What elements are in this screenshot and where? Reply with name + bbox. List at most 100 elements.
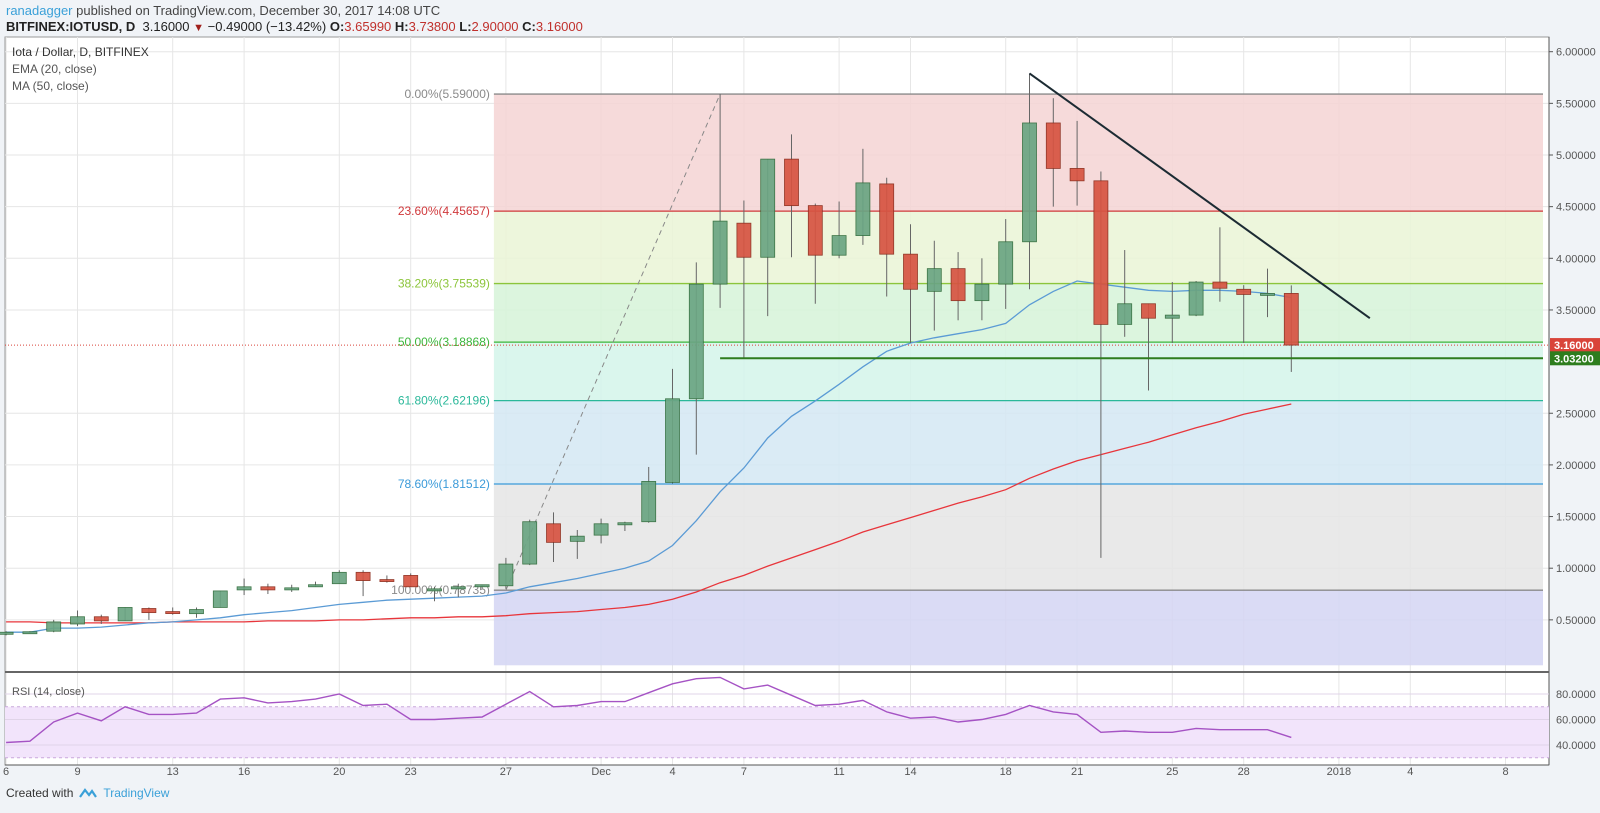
price-tick-label: 4.50000 — [1556, 202, 1596, 214]
price-tick-label: 3.50000 — [1556, 305, 1596, 317]
candle-up — [760, 158, 776, 258]
time-tick-label: 14 — [904, 766, 916, 778]
price-tick-label: 2.00000 — [1556, 460, 1596, 472]
price-label-bg — [1550, 351, 1600, 366]
ma-legend[interactable]: MA (50, close) — [12, 79, 89, 93]
rsi-legend[interactable]: RSI (14, close) — [12, 686, 85, 698]
candle-down — [950, 268, 966, 302]
time-tick-label: 9 — [74, 766, 80, 778]
price-tick-label: 5.50000 — [1556, 98, 1596, 110]
series-title: Iota / Dollar, D, BITFINEX — [12, 45, 149, 59]
candle-up — [189, 609, 204, 615]
fib-band — [493, 94, 1543, 212]
candle-up — [212, 590, 228, 608]
candle-up — [974, 283, 990, 302]
time-tick-label: 4 — [1407, 766, 1413, 778]
candle-up — [1022, 122, 1037, 243]
price-label: 3.03200 — [1554, 353, 1594, 365]
candle-up — [831, 235, 847, 256]
time-tick-label: 27 — [500, 766, 512, 778]
low-value: 2.90000 — [471, 19, 519, 34]
candle-down — [141, 608, 157, 614]
candle-up — [0, 631, 14, 635]
candle-down — [736, 222, 752, 258]
candle-down — [879, 183, 895, 255]
time-tick-label: 13 — [167, 766, 179, 778]
footer: Created with TradingView — [6, 786, 169, 800]
time-tick-label: 2018 — [1327, 766, 1351, 778]
candle-down — [784, 158, 799, 207]
candle-up — [331, 571, 347, 585]
time-tick-label: 16 — [238, 766, 250, 778]
time-tick-label: 25 — [1166, 766, 1178, 778]
candle-up — [308, 584, 323, 588]
candle-up — [1188, 281, 1204, 316]
created-with-text: Created with — [6, 786, 74, 800]
candle-up — [998, 241, 1014, 285]
price-change: −0.49000 (−13.42%) — [207, 19, 327, 34]
candle-up — [1164, 314, 1180, 319]
candle-down — [1283, 293, 1299, 346]
candle-up — [688, 283, 704, 400]
last-price: 3.16000 — [142, 19, 190, 34]
symbol-info: BITFINEX:IOTUSD, D 3.16000 ▼ −0.49000 (−… — [6, 19, 583, 34]
candle-up — [569, 535, 585, 542]
candle-down — [903, 253, 918, 290]
candle-up — [450, 586, 466, 590]
candle-down — [1236, 288, 1252, 295]
time-tick-label: 11 — [833, 766, 844, 778]
candle-down — [403, 575, 419, 588]
down-arrow-icon: ▼ — [193, 22, 205, 34]
ema-legend[interactable]: EMA (20, close) — [12, 62, 97, 76]
price-tick-label: 5.00000 — [1556, 150, 1596, 162]
ema20-line — [6, 280, 1292, 633]
symbol: BITFINEX:IOTUSD, D — [6, 19, 136, 34]
fib-level-label: 38.20%(3.75539) — [398, 277, 490, 291]
candle-down — [807, 205, 823, 256]
price-tick-label: 1.00000 — [1556, 563, 1596, 575]
ma50-line — [6, 403, 1292, 624]
tradingview-link[interactable]: TradingView — [103, 786, 170, 800]
time-tick-label: 20 — [333, 766, 345, 778]
trend-line — [1028, 72, 1371, 320]
price-tick-label: 0.50000 — [1556, 615, 1596, 627]
low-label: L: — [459, 19, 472, 34]
fib-band — [493, 400, 1543, 484]
time-tick-label: 8 — [1502, 766, 1508, 778]
price-tick-label: 6.00000 — [1556, 47, 1596, 59]
time-tick-label: Dec — [591, 766, 611, 778]
candle-down — [1069, 168, 1085, 182]
candle-down — [355, 571, 371, 581]
publish-info: ranadagger published on TradingView.com,… — [6, 3, 440, 18]
price-tick-label: 1.50000 — [1556, 512, 1596, 524]
candle-up — [926, 268, 942, 292]
candle-down — [379, 579, 395, 582]
candle-up — [665, 398, 680, 483]
close-value: 3.16000 — [535, 19, 583, 34]
candle-down — [260, 586, 276, 591]
fib-level-label: 0.00%(5.59000) — [404, 87, 489, 101]
author-link[interactable]: ranadagger — [6, 3, 73, 18]
fib-trend-dashed-line — [505, 93, 721, 591]
high-label: H: — [394, 19, 409, 34]
candle-up — [22, 631, 38, 635]
rsi-tick-label: 60.0000 — [1556, 715, 1596, 727]
candle-up — [46, 621, 62, 632]
tradingview-logo-icon — [79, 788, 98, 798]
candle-up — [498, 563, 514, 587]
candle-up — [474, 584, 490, 588]
open-label: O: — [329, 19, 345, 34]
candle-up — [236, 586, 252, 591]
chart-legend: Iota / Dollar, D, BITFINEX EMA (20, clos… — [12, 44, 149, 95]
candle-up — [70, 616, 85, 625]
candle-down — [546, 523, 561, 543]
candle-up — [641, 481, 657, 523]
time-tick-label: 21 — [1071, 766, 1083, 778]
time-tick-label: 28 — [1238, 766, 1250, 778]
candle-down — [1212, 281, 1228, 289]
time-tick-label: 7 — [741, 766, 747, 778]
candle-up — [617, 522, 633, 526]
time-tick-label: 23 — [405, 766, 417, 778]
fib-level-label: 61.80%(2.62196) — [398, 394, 490, 408]
